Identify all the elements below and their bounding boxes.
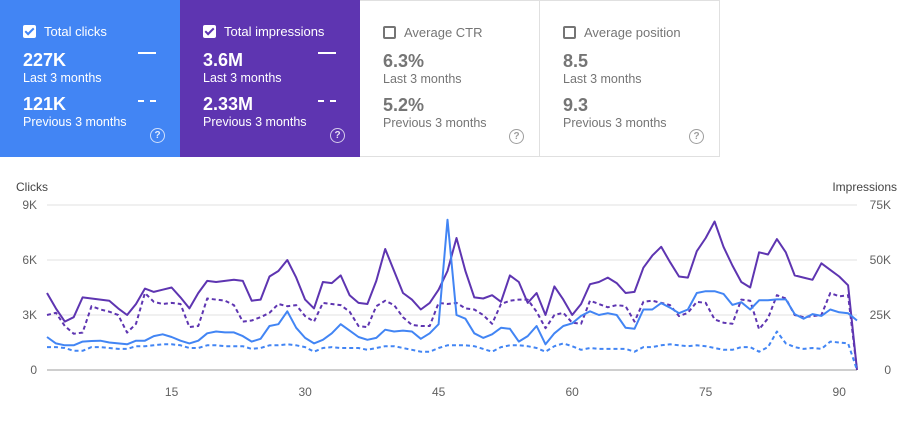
right-tick-label: 50K	[870, 253, 891, 267]
previous-period: Previous 3 months	[203, 115, 307, 129]
total-clicks-checkbox[interactable]	[23, 24, 36, 38]
solid-line-legend-icon	[138, 52, 156, 54]
help-icon[interactable]: ?	[689, 129, 704, 144]
previous-value: 5.2%	[383, 95, 425, 115]
previous-value: 121K	[23, 94, 67, 114]
dashed-line-legend-icon	[138, 100, 156, 102]
left-tick-label: 3K	[22, 308, 37, 322]
card-header: Average position	[563, 23, 719, 41]
current-value: 6.3%	[383, 51, 425, 71]
average-position-checkbox[interactable]	[563, 25, 576, 39]
card-header: Total impressions	[203, 22, 360, 40]
clicks-dashed-line	[47, 330, 858, 371]
total-clicks-card[interactable]: Total clicks 227K Last 3 months 121K Pre…	[0, 0, 180, 157]
right-tick-label: 0	[884, 363, 891, 377]
right-axis-title: Impressions	[832, 180, 897, 194]
current-value: 8.5	[563, 51, 589, 71]
left-tick-label: 6K	[22, 253, 37, 267]
metric-cards: Total clicks 227K Last 3 months 121K Pre…	[0, 0, 720, 157]
chart-series	[46, 218, 858, 371]
x-tick-label: 30	[298, 385, 312, 399]
current-period: Last 3 months	[23, 71, 102, 85]
previous-period: Previous 3 months	[383, 116, 487, 130]
x-tick-label: 90	[833, 385, 847, 399]
left-tick-label: 9K	[22, 198, 37, 212]
left-tick-label: 0	[30, 363, 37, 377]
right-axis-ticks: 0 25K 50K 75K	[870, 198, 892, 377]
previous-period: Previous 3 months	[563, 116, 667, 130]
card-title: Total clicks	[44, 23, 107, 39]
card-header: Total clicks	[23, 22, 180, 40]
average-ctr-checkbox[interactable]	[383, 25, 396, 39]
x-tick-label: 60	[565, 385, 579, 399]
previous-value: 9.3	[563, 95, 589, 115]
right-tick-label: 75K	[870, 198, 891, 212]
right-tick-label: 25K	[870, 308, 891, 322]
card-title: Average CTR	[404, 24, 483, 40]
solid-line-legend-icon	[318, 52, 336, 54]
impressions-solid-line	[46, 220, 858, 371]
card-title: Total impressions	[224, 23, 325, 39]
current-value: 3.6M	[203, 50, 244, 70]
card-header: Average CTR	[383, 23, 539, 41]
help-icon[interactable]: ?	[509, 129, 524, 144]
x-tick-label: 15	[165, 385, 179, 399]
total-impressions-card[interactable]: Total impressions 3.6M Last 3 months 2.3…	[180, 0, 360, 157]
help-icon[interactable]: ?	[150, 128, 165, 143]
current-value: 227K	[23, 50, 67, 70]
average-ctr-card[interactable]: Average CTR 6.3% Last 3 months 5.2% Prev…	[360, 0, 540, 157]
performance-chart[interactable]: Clicks Impressions 0 3K 6K 9K 0 25K 50K 75K 15…	[0, 175, 913, 420]
clicks-solid-line	[46, 218, 858, 347]
x-tick-label: 75	[699, 385, 713, 399]
previous-period: Previous 3 months	[23, 115, 127, 129]
left-axis-ticks: 0 3K 6K 9K	[22, 198, 37, 377]
current-period: Last 3 months	[383, 72, 462, 86]
card-title: Average position	[584, 24, 681, 40]
x-tick-label: 45	[432, 385, 446, 399]
x-axis-ticks: 15 30 45 60 75 90	[165, 385, 846, 399]
current-period: Last 3 months	[563, 72, 642, 86]
previous-value: 2.33M	[203, 94, 254, 114]
left-axis-title: Clicks	[16, 180, 48, 194]
help-icon[interactable]: ?	[330, 128, 345, 143]
dashed-line-legend-icon	[318, 100, 336, 102]
average-position-card[interactable]: Average position 8.5 Last 3 months 9.3 P…	[540, 0, 720, 157]
current-period: Last 3 months	[203, 71, 282, 85]
total-impressions-checkbox[interactable]	[203, 24, 216, 38]
